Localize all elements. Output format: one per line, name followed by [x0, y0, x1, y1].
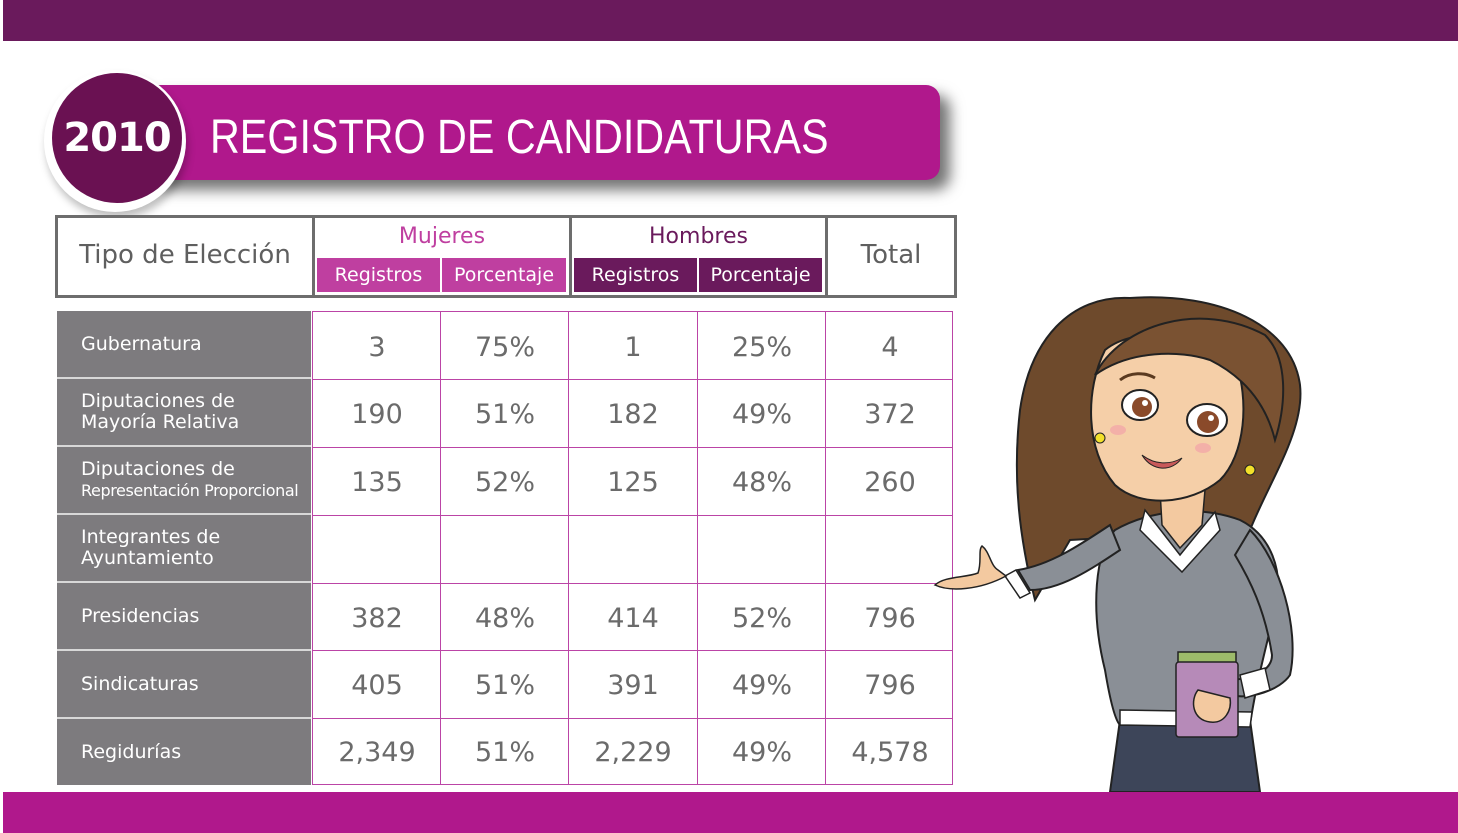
row-divider — [57, 513, 311, 515]
header-mujeres: Mujeres — [398, 224, 486, 249]
cell-mujeres-porcentaje: 51% — [474, 737, 535, 768]
grid-line — [313, 379, 952, 380]
header-hombres-porcentaje: Porcentaje — [699, 258, 822, 292]
year-label: 2010 — [63, 115, 171, 161]
cell-hombres-porcentaje: 49% — [731, 399, 792, 430]
row-label-regidurias: Regidurías — [57, 719, 311, 785]
grid-line — [825, 312, 826, 784]
header-mujeres-porcentaje: Porcentaje — [442, 258, 566, 292]
cell-hombres-registros — [569, 517, 697, 584]
row-label-text: Diputaciones de — [81, 458, 235, 480]
cell-total: 260 — [864, 467, 916, 498]
row-divider — [57, 445, 311, 447]
cell-hombres-porcentaje: 49% — [731, 670, 792, 701]
header-tipo-eleccion: Tipo de Elección — [79, 240, 291, 270]
grid-line — [313, 718, 952, 719]
header-total: Total — [860, 240, 922, 270]
cell-hombres-porcentaje: 48% — [731, 467, 792, 498]
cell-mujeres-porcentaje: 51% — [474, 399, 535, 430]
header-group-mujeres: Mujeres Registros Porcentaje — [315, 218, 569, 295]
grid-line — [440, 312, 441, 784]
cell-mujeres-registros — [313, 517, 441, 584]
table-header: Tipo de Elección Mujeres Registros Porce… — [55, 215, 957, 298]
row-label-text: Gubernatura — [81, 332, 202, 355]
cell-mujeres-registros: 3 — [368, 332, 386, 363]
cell-hombres-porcentaje: 52% — [731, 603, 792, 634]
header-label: Registros — [591, 264, 680, 286]
cell-hombres-registros: 414 — [607, 603, 659, 634]
row-divider — [57, 377, 311, 379]
row-label-integrantes-ayuntamiento: Integrantes de Ayuntamiento — [57, 515, 311, 581]
row-label-text: Representación Proporcional — [81, 481, 299, 500]
row-label-text: Presidencias — [81, 604, 200, 627]
cell-mujeres-porcentaje: 51% — [474, 670, 535, 701]
cell-mujeres-registros: 405 — [351, 670, 403, 701]
cell-hombres-registros: 1 — [624, 332, 642, 363]
title-banner — [150, 85, 940, 180]
row-divider — [57, 581, 311, 583]
row-label-gubernatura: Gubernatura — [57, 311, 311, 377]
values-grid: 3 75% 1 25% 4 190 51% 182 49% 372 135 52… — [312, 311, 953, 785]
cell-mujeres-porcentaje — [441, 517, 569, 584]
grid-line — [313, 583, 952, 584]
cell-total: 4 — [881, 332, 899, 363]
header-divider — [312, 218, 315, 295]
row-label-text: Diputaciones de — [81, 390, 235, 412]
cell-total: 4,578 — [851, 737, 929, 768]
cell-hombres-porcentaje: 25% — [731, 332, 792, 363]
cell-mujeres-porcentaje: 48% — [474, 603, 535, 634]
row-label-diputaciones-mr: Diputaciones de Mayoría Relativa — [57, 379, 311, 445]
row-label-text: Integrantes de — [81, 526, 221, 548]
row-divider — [57, 717, 311, 719]
header-group-hombres: Hombres Registros Porcentaje — [572, 218, 825, 295]
cell-hombres-porcentaje: 49% — [731, 737, 792, 768]
grid-line — [568, 312, 569, 784]
row-label-text: Ayuntamiento — [81, 547, 214, 569]
header-label: Porcentaje — [453, 264, 555, 286]
cell-mujeres-porcentaje: 75% — [474, 332, 535, 363]
row-label-text: Sindicaturas — [81, 672, 199, 695]
grid-line — [313, 447, 952, 448]
row-label-sindicaturas: Sindicaturas — [57, 651, 311, 717]
header-label: Registros — [334, 264, 423, 286]
cell-mujeres-registros: 382 — [351, 603, 403, 634]
grid-line — [313, 515, 952, 516]
row-label-diputaciones-rp: Diputaciones de Representación Proporcio… — [57, 447, 311, 513]
bottom-bar — [3, 792, 1458, 833]
header-label: Porcentaje — [710, 264, 811, 286]
cell-mujeres-registros: 2,349 — [338, 737, 416, 768]
year-badge: 2010 — [52, 73, 182, 203]
grid-line — [697, 312, 698, 784]
header-hombres-registros: Registros — [574, 258, 697, 292]
header-mujeres-registros: Registros — [317, 258, 440, 292]
header-divider — [569, 218, 572, 295]
cell-total: 796 — [864, 670, 916, 701]
presenter-woman-illustration — [920, 280, 1340, 793]
top-bar — [3, 0, 1458, 41]
cell-hombres-registros: 391 — [607, 670, 659, 701]
row-divider — [57, 649, 311, 651]
header-hombres: Hombres — [649, 224, 748, 249]
cell-total: 796 — [864, 603, 916, 634]
row-labels-column: Gubernatura Diputaciones de Mayoría Rela… — [57, 311, 311, 785]
cell-hombres-registros: 182 — [607, 399, 659, 430]
header-divider — [825, 218, 828, 295]
cell-mujeres-registros: 190 — [351, 399, 403, 430]
row-label-text: Regidurías — [81, 740, 182, 763]
page-title: REGISTRO DE CANDIDATURAS — [210, 111, 829, 164]
cell-hombres-porcentaje — [698, 517, 826, 584]
row-label-presidencias: Presidencias — [57, 583, 311, 649]
row-label-text: Mayoría Relativa — [81, 411, 240, 433]
grid-line — [313, 650, 952, 651]
cell-total: 372 — [864, 399, 916, 430]
cell-mujeres-registros: 135 — [351, 467, 403, 498]
cell-hombres-registros: 125 — [607, 467, 659, 498]
cell-mujeres-porcentaje: 52% — [474, 467, 535, 498]
cell-hombres-registros: 2,229 — [594, 737, 672, 768]
